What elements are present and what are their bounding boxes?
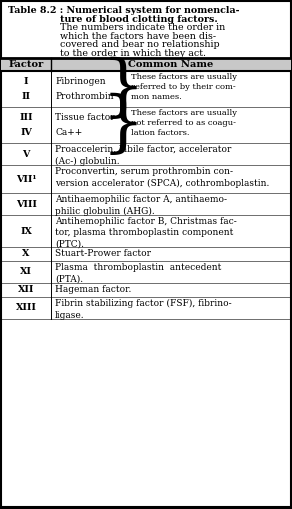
Text: Tissue factor: Tissue factor xyxy=(55,112,115,122)
Text: which the factors have been dis-: which the factors have been dis- xyxy=(60,32,216,41)
Text: }: } xyxy=(102,92,145,158)
Text: Fibrin stabilizing factor (FSF), fibrino-
ligase.: Fibrin stabilizing factor (FSF), fibrino… xyxy=(55,299,232,320)
Text: XIII: XIII xyxy=(15,303,36,313)
Text: Common Name: Common Name xyxy=(128,60,214,69)
Text: The numbers indicate the order in: The numbers indicate the order in xyxy=(60,23,225,32)
Text: Ca++: Ca++ xyxy=(55,128,82,137)
Text: III: III xyxy=(19,112,33,122)
Text: VII¹: VII¹ xyxy=(16,175,36,184)
Text: Proconvertin, serum prothrombin con-
version accelerator (SPCA), cothromboplasti: Proconvertin, serum prothrombin con- ver… xyxy=(55,167,270,188)
Text: ture of blood clotting factors.: ture of blood clotting factors. xyxy=(60,14,218,23)
Text: covered and bear no relationship: covered and bear no relationship xyxy=(60,40,220,49)
Text: Antihemophilic factor B, Christmas fac-
tor, plasma thromboplastin component
(PT: Antihemophilic factor B, Christmas fac- … xyxy=(55,217,237,249)
Text: V: V xyxy=(22,150,30,158)
Text: Antihaemophilic factor A, antihaemo-
philic globulin (AHG).: Antihaemophilic factor A, antihaemo- phi… xyxy=(55,195,227,216)
Text: VIII: VIII xyxy=(15,200,36,209)
Text: Prothrombin: Prothrombin xyxy=(55,93,114,101)
Text: Proaccelerin, labile factor, accelerator
(Ac-) globulin.: Proaccelerin, labile factor, accelerator… xyxy=(55,145,231,165)
Text: Plasma  thromboplastin  antecedent
(PTA).: Plasma thromboplastin antecedent (PTA). xyxy=(55,263,221,284)
Text: IX: IX xyxy=(20,227,32,236)
Text: Factor: Factor xyxy=(8,60,44,69)
Text: to the order in which they act.: to the order in which they act. xyxy=(60,48,206,58)
Text: XI: XI xyxy=(20,268,32,276)
Text: IV: IV xyxy=(20,128,32,137)
Bar xyxy=(1,58,291,71)
Text: XII: XII xyxy=(18,286,34,295)
Text: II: II xyxy=(22,93,30,101)
Text: Fibrinogen: Fibrinogen xyxy=(55,76,106,86)
Text: I: I xyxy=(24,76,28,86)
Text: }: } xyxy=(102,56,145,122)
Text: These factors are usually
referred to by their com-
mon names.: These factors are usually referred to by… xyxy=(131,73,237,101)
Text: Hageman factor.: Hageman factor. xyxy=(55,285,131,294)
Text: These factors are usually
not referred to as coagu-
lation factors.: These factors are usually not referred t… xyxy=(131,109,237,136)
Text: Stuart-Prower factor: Stuart-Prower factor xyxy=(55,249,151,258)
Text: Table 8.2 : Numerical system for nomencla-: Table 8.2 : Numerical system for nomencl… xyxy=(8,6,239,15)
Text: X: X xyxy=(22,249,30,259)
